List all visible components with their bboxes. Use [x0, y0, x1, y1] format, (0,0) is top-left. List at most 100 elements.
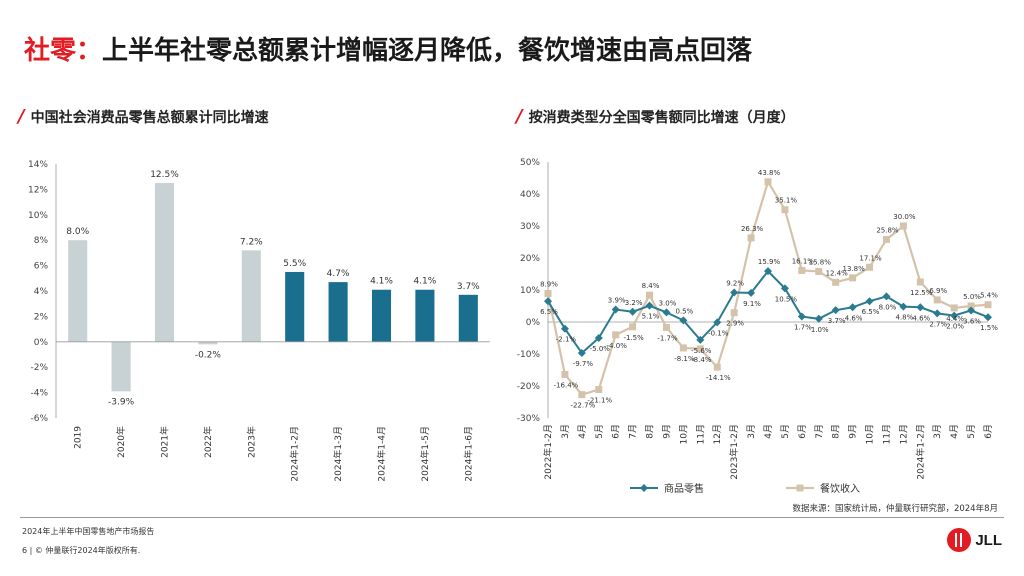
point-catering: [764, 178, 772, 186]
y-tick-label: 8%: [34, 236, 49, 246]
slash-accent-icon: /: [18, 106, 25, 127]
point-retail: [679, 316, 688, 325]
jll-logo-icon: [947, 528, 972, 552]
data-label-catering: 5.0%: [963, 293, 981, 301]
data-label-catering: -8.4%: [691, 356, 712, 364]
point-catering: [882, 235, 890, 243]
bar: [154, 183, 175, 342]
data-label-catering: 5.4%: [980, 292, 998, 300]
x-tick-label: 6月: [983, 424, 994, 439]
data-label-retail: -5.0%: [590, 345, 611, 353]
data-label-catering: 43.8%: [758, 169, 781, 177]
point-catering: [612, 331, 620, 339]
point-catering: [832, 278, 840, 286]
point-catering: [950, 304, 958, 312]
data-label: 4.7%: [327, 269, 350, 279]
point-retail: [730, 288, 739, 297]
data-label-retail: 4.6%: [845, 314, 863, 322]
data-label-catering: 8.4%: [642, 282, 660, 290]
point-retail: [577, 349, 586, 358]
point-retail: [882, 292, 891, 301]
data-label-catering: 16.1%: [792, 257, 815, 265]
point-catering: [561, 370, 569, 378]
y-tick-label: 4%: [34, 287, 49, 297]
data-label: 8.0%: [66, 227, 89, 237]
point-retail: [916, 303, 925, 312]
point-retail: [831, 306, 840, 315]
y-tick-label: -2%: [30, 363, 48, 373]
data-label-catering: 6.9%: [929, 287, 947, 295]
data-label-catering: 4.4%: [946, 315, 964, 323]
x-tick-label: 2020年: [115, 426, 127, 458]
point-retail: [814, 314, 823, 323]
report-name: 2024年上半年中国零售地产市场报告: [22, 527, 155, 536]
point-catering: [730, 309, 738, 317]
right-chart-title-text: 按消费类型分全国零售额同比增速（月度）: [528, 110, 795, 126]
data-label-retail: 1.0%: [811, 326, 829, 334]
bar: [458, 294, 478, 342]
data-label-retail: 10.5%: [775, 295, 798, 303]
data-label-catering: 15.8%: [809, 258, 832, 266]
y-tick-label: 14%: [28, 160, 48, 170]
point-catering: [849, 274, 857, 282]
left-chart-title: / 中国社会消费品零售总额累计同比增速: [18, 106, 269, 127]
data-label: -0.2%: [195, 350, 222, 360]
point-catering: [595, 386, 603, 394]
legend-label-catering: 餐饮收入: [820, 482, 860, 495]
data-label-retail: 6.5%: [862, 308, 880, 316]
data-label-retail: 9.2%: [726, 280, 744, 288]
point-retail: [899, 302, 908, 311]
x-tick-label: 2019: [74, 426, 84, 449]
y-tick-label: -6%: [30, 414, 48, 424]
data-label-catering: 35.1%: [775, 197, 798, 205]
x-tick-label: 2024年1-3月: [332, 426, 344, 482]
data-label-retail: 4.8%: [895, 314, 913, 322]
point-catering: [646, 291, 654, 299]
data-label-catering: -1.7%: [657, 334, 678, 342]
x-tick-label: 2024年1-2月: [289, 426, 301, 482]
x-tick-label: 12月: [712, 424, 723, 444]
point-catering: [696, 345, 704, 353]
point-catering: [747, 234, 755, 242]
data-label-catering: -1.5%: [623, 334, 644, 342]
x-tick-label: 9月: [661, 424, 672, 439]
point-retail: [713, 318, 722, 327]
bar: [198, 341, 218, 345]
y-tick-label: 30%: [520, 222, 540, 232]
point-catering: [866, 263, 874, 271]
data-label-catering: 13.8%: [842, 265, 865, 273]
bar: [328, 282, 348, 342]
data-label-retail: 4.6%: [912, 314, 930, 322]
bar: [371, 289, 392, 342]
x-tick-label: 5月: [966, 424, 977, 439]
x-tick-label: 7月: [628, 424, 639, 439]
point-catering: [544, 290, 552, 298]
page-title-main: 上半年社零总额累计增幅逐月降低，餐饮增速由高点回落: [102, 36, 753, 66]
point-catering: [781, 206, 789, 214]
x-tick-label: 6月: [797, 424, 808, 439]
x-tick-label: 10月: [678, 424, 689, 444]
data-label-retail: 3.6%: [963, 317, 981, 325]
point-retail: [544, 297, 552, 306]
point-retail: [967, 306, 976, 315]
data-label-catering: -14.1%: [706, 374, 731, 382]
footer-divider: [20, 517, 1004, 518]
point-catering: [578, 391, 586, 399]
slash-accent-icon: /: [516, 106, 523, 127]
x-tick-label: 5月: [780, 424, 791, 439]
data-label-catering: 12.4%: [826, 269, 849, 277]
x-tick-label: 2021年: [159, 426, 171, 458]
data-label: 3.7%: [457, 282, 480, 292]
point-retail: [797, 312, 806, 321]
point-retail: [628, 307, 637, 316]
legend-label-retail: 商品零售: [664, 482, 704, 495]
jll-logo-text: JLL: [975, 531, 1002, 549]
data-label-retail: 15.9%: [758, 258, 781, 266]
point-retail: [560, 324, 569, 333]
x-tick-label: 2023年1-2月: [728, 424, 740, 480]
data-label-retail: 3.9%: [608, 297, 626, 305]
x-tick-label: 11月: [695, 424, 706, 444]
y-tick-label: 40%: [520, 190, 540, 200]
data-label: 7.2%: [240, 237, 263, 247]
y-tick-label: 20%: [520, 254, 540, 264]
